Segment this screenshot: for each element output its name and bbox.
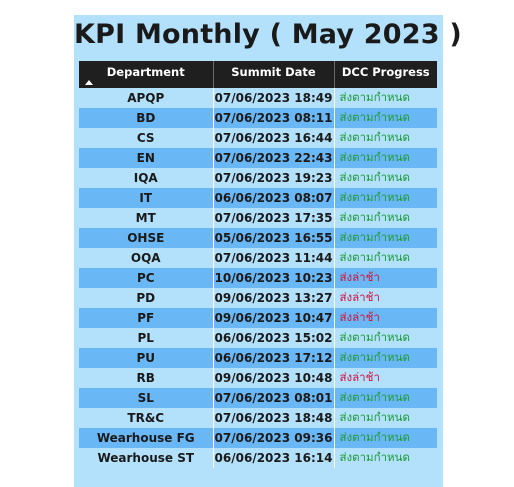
cell-summit-date: 07/06/2023 08:11	[212, 108, 334, 128]
table-row[interactable]: PD 09/06/2023 13:27 ส่งล่าช้า	[79, 288, 437, 308]
cell-dcc-progress: ส่งตามกำหนด	[333, 248, 437, 268]
table-row[interactable]: PC 10/06/2023 10:23 ส่งล่าช้า	[79, 268, 437, 288]
cell-dcc-progress: ส่งตามกำหนด	[333, 208, 437, 228]
table-row[interactable]: EN 07/06/2023 22:43 ส่งตามกำหนด	[79, 148, 437, 168]
kpi-table: Department Summit Date DCC Progress APQP…	[79, 61, 437, 468]
cell-dcc-progress: ส่งตามกำหนด	[333, 188, 437, 208]
table-row[interactable]: RB 09/06/2023 10:48 ส่งล่าช้า	[79, 368, 437, 388]
table-row[interactable]: PU 06/06/2023 17:12 ส่งตามกำหนด	[79, 348, 437, 368]
column-header-dcc-progress[interactable]: DCC Progress	[333, 61, 437, 88]
cell-dcc-progress: ส่งตามกำหนด	[333, 108, 437, 128]
cell-summit-date: 09/06/2023 10:47	[212, 308, 334, 328]
cell-department: PD	[79, 288, 213, 308]
cell-summit-date: 09/06/2023 10:48	[212, 368, 334, 388]
cell-summit-date: 06/06/2023 17:12	[212, 348, 334, 368]
table-row[interactable]: OQA 07/06/2023 11:44 ส่งตามกำหนด	[79, 248, 437, 268]
cell-summit-date: 07/06/2023 19:23	[212, 168, 334, 188]
table-row[interactable]: IT 06/06/2023 08:07 ส่งตามกำหนด	[79, 188, 437, 208]
cell-department: OQA	[79, 248, 213, 268]
table-row[interactable]: Wearhouse FG 07/06/2023 09:36 ส่งตามกำหนด	[79, 428, 437, 448]
cell-dcc-progress: ส่งตามกำหนด	[333, 148, 437, 168]
cell-department: Wearhouse FG	[79, 428, 213, 448]
cell-department: PC	[79, 268, 213, 288]
column-header-department[interactable]: Department	[79, 61, 213, 88]
cell-department: RB	[79, 368, 213, 388]
cell-summit-date: 10/06/2023 10:23	[212, 268, 334, 288]
cell-department: APQP	[79, 88, 213, 108]
cell-summit-date: 07/06/2023 11:44	[212, 248, 334, 268]
cell-dcc-progress: ส่งตามกำหนด	[333, 348, 437, 368]
cell-dcc-progress: ส่งล่าช้า	[333, 268, 437, 288]
cell-department: OHSE	[79, 228, 213, 248]
cell-dcc-progress: ส่งตามกำหนด	[333, 388, 437, 408]
cell-department: Wearhouse ST	[79, 448, 213, 468]
cell-dcc-progress: ส่งตามกำหนด	[333, 88, 437, 108]
cell-summit-date: 06/06/2023 08:07	[212, 188, 334, 208]
table-row[interactable]: PL 06/06/2023 15:02 ส่งตามกำหนด	[79, 328, 437, 348]
cell-summit-date: 07/06/2023 18:48	[212, 408, 334, 428]
table-row[interactable]: OHSE 05/06/2023 16:55 ส่งตามกำหนด	[79, 228, 437, 248]
cell-dcc-progress: ส่งตามกำหนด	[333, 428, 437, 448]
cell-summit-date: 06/06/2023 16:14	[212, 448, 334, 468]
cell-summit-date: 07/06/2023 08:01	[212, 388, 334, 408]
cell-summit-date: 09/06/2023 13:27	[212, 288, 334, 308]
page-title: KPI Monthly ( May 2023 )	[74, 19, 462, 50]
cell-department: SL	[79, 388, 213, 408]
column-header-summit-date[interactable]: Summit Date	[212, 61, 334, 88]
table-row[interactable]: Wearhouse ST 06/06/2023 16:14 ส่งตามกำหนด	[79, 448, 437, 468]
cell-dcc-progress: ส่งตามกำหนด	[333, 408, 437, 428]
cell-department: PU	[79, 348, 213, 368]
table-row[interactable]: PF 09/06/2023 10:47 ส่งล่าช้า	[79, 308, 437, 328]
kpi-report-panel: KPI Monthly ( May 2023 ) Department Summ…	[74, 15, 462, 487]
table-row[interactable]: TR&C 07/06/2023 18:48 ส่งตามกำหนด	[79, 408, 437, 428]
cell-summit-date: 07/06/2023 22:43	[212, 148, 334, 168]
cell-summit-date: 07/06/2023 09:36	[212, 428, 334, 448]
cell-dcc-progress: ส่งตามกำหนด	[333, 448, 437, 468]
cell-dcc-progress: ส่งล่าช้า	[333, 368, 437, 388]
cell-department: EN	[79, 148, 213, 168]
cell-department: MT	[79, 208, 213, 228]
cell-dcc-progress: ส่งตามกำหนด	[333, 328, 437, 348]
table-header-row: Department Summit Date DCC Progress	[79, 61, 437, 88]
cell-summit-date: 06/06/2023 15:02	[212, 328, 334, 348]
cell-dcc-progress: ส่งล่าช้า	[333, 288, 437, 308]
cell-department: PF	[79, 308, 213, 328]
table-row[interactable]: BD 07/06/2023 08:11 ส่งตามกำหนด	[79, 108, 437, 128]
cell-summit-date: 07/06/2023 16:44	[212, 128, 334, 148]
cell-department: IT	[79, 188, 213, 208]
cell-department: TR&C	[79, 408, 213, 428]
cell-dcc-progress: ส่งตามกำหนด	[333, 168, 437, 188]
cell-dcc-progress: ส่งล่าช้า	[333, 308, 437, 328]
table-row[interactable]: IQA 07/06/2023 19:23 ส่งตามกำหนด	[79, 168, 437, 188]
table-row[interactable]: SL 07/06/2023 08:01 ส่งตามกำหนด	[79, 388, 437, 408]
cell-summit-date: 07/06/2023 17:35	[212, 208, 334, 228]
table-body: APQP 07/06/2023 18:49 ส่งตามกำหนด BD 07/06/2…	[79, 88, 437, 468]
table-row[interactable]: MT 07/06/2023 17:35 ส่งตามกำหนด	[79, 208, 437, 228]
cell-dcc-progress: ส่งตามกำหนด	[333, 128, 437, 148]
cell-summit-date: 05/06/2023 16:55	[212, 228, 334, 248]
table-row[interactable]: CS 07/06/2023 16:44 ส่งตามกำหนด	[79, 128, 437, 148]
cell-department: IQA	[79, 168, 213, 188]
cell-department: CS	[79, 128, 213, 148]
cell-department: BD	[79, 108, 213, 128]
cell-department: PL	[79, 328, 213, 348]
sort-ascending-icon[interactable]	[85, 80, 93, 85]
table-row[interactable]: APQP 07/06/2023 18:49 ส่งตามกำหนด	[79, 88, 437, 108]
cell-dcc-progress: ส่งตามกำหนด	[333, 228, 437, 248]
cell-summit-date: 07/06/2023 18:49	[212, 88, 334, 108]
